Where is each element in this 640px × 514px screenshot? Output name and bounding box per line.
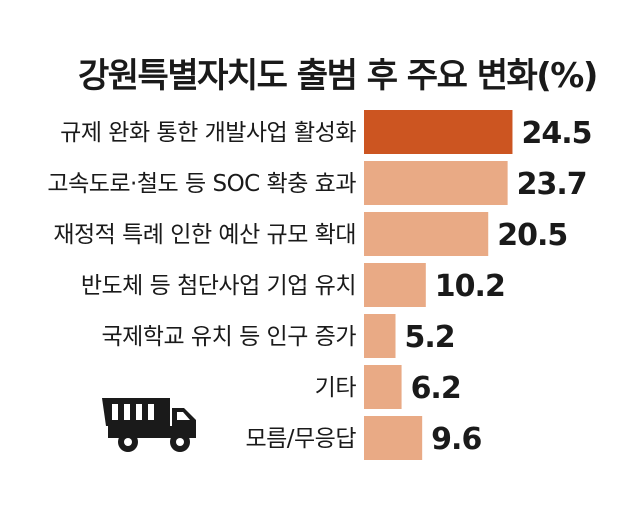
bar-6 bbox=[364, 365, 402, 409]
bar-2 bbox=[364, 161, 508, 205]
category-label-6: 기타 bbox=[315, 375, 357, 401]
category-label-4: 반도체 등 첨단사업 기업 유치 bbox=[81, 273, 356, 299]
bar-3 bbox=[364, 212, 489, 256]
bar-7 bbox=[364, 416, 423, 460]
bar-4 bbox=[364, 263, 426, 307]
category-label-2: 고속도로·철도 등 SOC 확충 효과 bbox=[47, 171, 356, 197]
dump-truck-icon bbox=[102, 398, 196, 452]
value-label-5: 5.2 bbox=[405, 320, 455, 355]
bar-5 bbox=[364, 314, 396, 358]
chart-title: 강원특별자치도 출범 후 주요 변화(%) bbox=[78, 56, 598, 96]
bar-1 bbox=[364, 110, 513, 154]
value-label-7: 9.6 bbox=[431, 422, 481, 457]
value-label-3: 20.5 bbox=[497, 218, 567, 253]
category-label-3: 재정적 특례 인한 예산 규모 확대 bbox=[53, 222, 356, 248]
value-label-2: 23.7 bbox=[517, 167, 587, 202]
category-label-5: 국제학교 유치 등 인구 증가 bbox=[101, 324, 356, 350]
value-label-1: 24.5 bbox=[521, 116, 591, 151]
category-label-7: 모름/무응답 bbox=[245, 426, 356, 452]
value-label-4: 10.2 bbox=[435, 269, 505, 304]
category-label-1: 규제 완화 통한 개발사업 활성화 bbox=[60, 120, 356, 146]
value-label-6: 6.2 bbox=[411, 371, 461, 406]
